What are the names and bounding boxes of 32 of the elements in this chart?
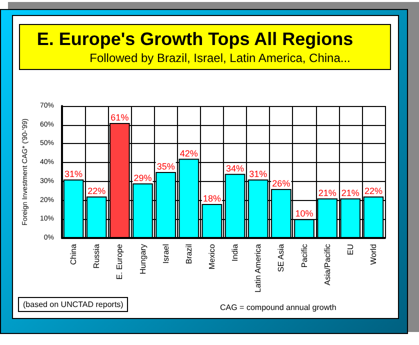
data-label: 29% <box>134 172 152 183</box>
x-tick-label: Mexico <box>207 243 216 270</box>
data-label: 31% <box>249 169 268 180</box>
data-label: 10% <box>295 208 314 219</box>
chart-subtitle: Followed by Brazil, Israel, Latin America, China... <box>88 51 352 66</box>
x-tick-label: Latin America <box>254 243 263 292</box>
data-label: 42% <box>180 148 198 158</box>
x-tick-label: Brazil <box>184 244 194 264</box>
x-tick-label: Pacific <box>300 244 309 268</box>
x-tick-label: SE Asia <box>276 243 286 272</box>
x-tick-label: Asia/Pacific <box>322 244 332 286</box>
data-label: 31% <box>64 169 83 180</box>
x-tick-label: China <box>69 243 78 265</box>
data-label: 22% <box>364 186 382 196</box>
data-label: 61% <box>110 112 129 122</box>
data-label: 21% <box>318 188 336 198</box>
chart-title: E. Europe's Growth Tops All Regions <box>36 28 354 51</box>
data-label: 22% <box>88 186 106 196</box>
x-tick-label: Israel <box>161 244 170 264</box>
text: (based on UNCTAD reports) <box>18 297 128 312</box>
x-tick-label: E. Europe <box>115 243 124 280</box>
data-label: 26% <box>272 178 290 188</box>
data-label: 18% <box>202 194 221 204</box>
x-tick-label: India <box>230 243 240 262</box>
x-tick-label: Hungary <box>138 244 148 274</box>
x-tick-label: EU <box>346 244 355 256</box>
data-label: 21% <box>341 188 360 198</box>
x-tick-label: Russia <box>92 243 102 268</box>
data-label: 35% <box>156 162 175 172</box>
text: CAG = compound annual growth <box>220 303 336 312</box>
x-tick-label: World <box>368 244 378 265</box>
data-label: 34% <box>226 163 244 174</box>
